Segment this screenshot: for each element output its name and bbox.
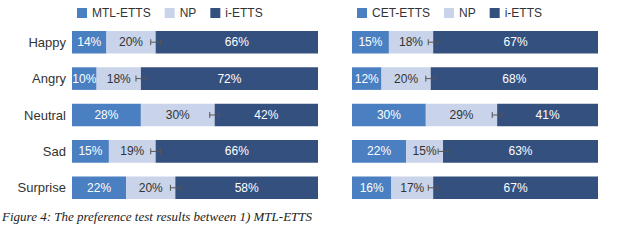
svg-text:29%: 29% (449, 108, 473, 122)
svg-text:16%: 16% (360, 181, 384, 195)
svg-text:i-ETTS: i-ETTS (225, 6, 262, 20)
svg-text:CET-ETTS: CET-ETTS (372, 6, 430, 20)
svg-text:Sad: Sad (43, 144, 66, 159)
svg-text:15%: 15% (413, 144, 437, 158)
svg-text:15%: 15% (358, 35, 382, 49)
svg-text:63%: 63% (508, 144, 532, 158)
svg-text:30%: 30% (166, 108, 190, 122)
svg-text:MTL-ETTS: MTL-ETTS (92, 6, 151, 20)
svg-text:17%: 17% (400, 181, 424, 195)
svg-text:67%: 67% (504, 181, 528, 195)
svg-text:15%: 15% (78, 144, 102, 158)
svg-text:18%: 18% (107, 72, 131, 86)
svg-text:19%: 19% (120, 144, 144, 158)
svg-text:20%: 20% (394, 72, 418, 86)
svg-text:72%: 72% (217, 72, 241, 86)
svg-text:Angry: Angry (32, 71, 66, 86)
svg-text:30%: 30% (377, 108, 401, 122)
svg-text:22%: 22% (87, 181, 111, 195)
svg-text:NP: NP (180, 6, 197, 20)
svg-text:Figure 4: The preference test: Figure 4: The preference test results be… (1, 209, 313, 224)
svg-text:Neutral: Neutral (24, 108, 66, 123)
svg-text:Happy: Happy (28, 35, 66, 50)
svg-text:12%: 12% (355, 72, 379, 86)
svg-text:NP: NP (459, 6, 476, 20)
svg-text:41%: 41% (536, 108, 560, 122)
svg-text:20%: 20% (139, 181, 163, 195)
svg-text:68%: 68% (502, 72, 526, 86)
svg-text:Surprise: Surprise (18, 180, 66, 195)
svg-text:66%: 66% (225, 144, 249, 158)
svg-text:42%: 42% (254, 108, 278, 122)
svg-text:10%: 10% (72, 72, 96, 86)
svg-text:67%: 67% (504, 35, 528, 49)
svg-text:22%: 22% (367, 144, 391, 158)
svg-text:14%: 14% (77, 35, 101, 49)
svg-text:i-ETTS: i-ETTS (505, 6, 542, 20)
svg-text:58%: 58% (235, 181, 259, 195)
svg-text:28%: 28% (94, 108, 118, 122)
svg-text:18%: 18% (399, 35, 423, 49)
svg-text:20%: 20% (119, 35, 143, 49)
svg-text:66%: 66% (225, 35, 249, 49)
